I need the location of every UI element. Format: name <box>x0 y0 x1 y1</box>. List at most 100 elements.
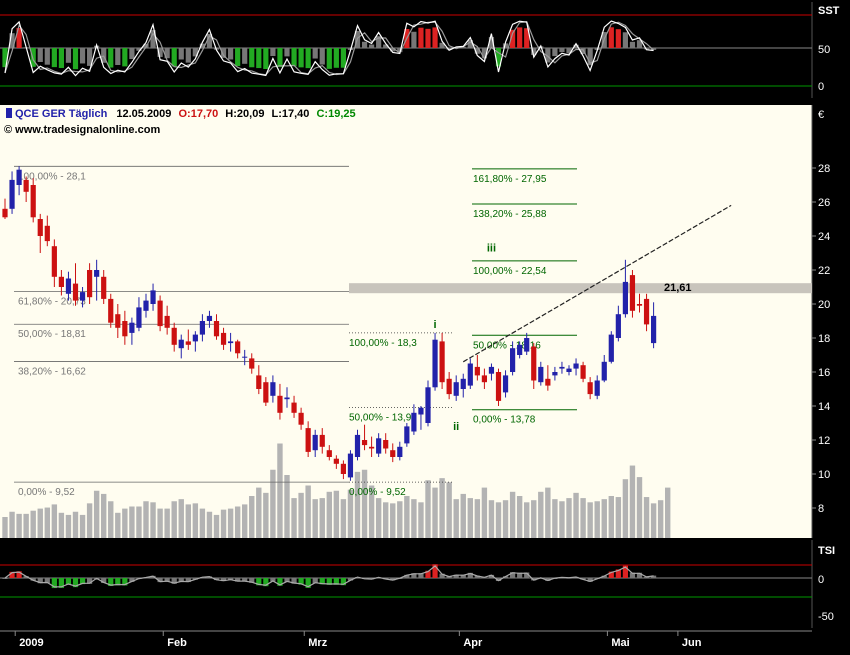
sst-bar <box>249 48 255 68</box>
sst-bar <box>185 48 191 63</box>
symbol-label: QCE GER Täglich <box>15 108 108 120</box>
sst-bar <box>9 33 15 48</box>
sst-bar <box>108 48 114 68</box>
candle-body <box>150 290 156 304</box>
candle-body <box>291 402 297 413</box>
price-tick-label: 8 <box>818 503 824 515</box>
candle-body <box>538 366 544 383</box>
tsi-bar <box>411 573 417 578</box>
candle-body <box>263 382 269 403</box>
price-tick-label: 18 <box>818 333 830 345</box>
tsi-bar <box>87 578 93 584</box>
candle-body <box>171 327 177 345</box>
candle-body <box>432 339 438 388</box>
sst-bar <box>390 48 396 52</box>
candle-body <box>94 270 100 277</box>
volume-bar <box>474 499 481 538</box>
sst-bar <box>65 48 72 63</box>
candle-body <box>390 450 396 457</box>
tsi-bar <box>439 573 445 578</box>
sst-bar <box>333 48 339 68</box>
sst-bar <box>319 48 325 65</box>
volume-bar <box>263 492 269 538</box>
candle-body <box>319 434 325 447</box>
sst-bar <box>305 48 311 69</box>
fib-middle-label: 50,00% - 13,91 <box>349 413 417 424</box>
volume-bar <box>481 487 488 538</box>
volume-bar <box>326 491 332 538</box>
sst-bar <box>446 48 452 50</box>
volume-bar <box>446 482 452 538</box>
sst-bar <box>531 48 537 55</box>
volume-bar <box>249 496 255 538</box>
volume-bar <box>115 512 121 538</box>
volume-bar <box>404 496 410 538</box>
close-label: C:19,25 <box>316 108 356 120</box>
sst-bar <box>481 48 487 59</box>
tsi-bar <box>390 578 396 581</box>
tsi-bar <box>517 572 523 578</box>
tsi-bar <box>467 572 473 578</box>
volume-bar <box>23 513 29 538</box>
tsi-bar <box>108 578 114 587</box>
candle-body <box>411 412 417 432</box>
tsi-bar <box>488 574 495 578</box>
sst-bar <box>651 48 657 50</box>
sst-bar <box>418 27 424 48</box>
volume-bar <box>213 514 220 538</box>
candle-body <box>453 382 459 396</box>
candle-body <box>284 397 290 400</box>
candle-body <box>58 276 64 287</box>
volume-bar <box>44 507 50 538</box>
volume-bar <box>319 498 325 538</box>
volume-bar <box>453 499 459 538</box>
sst-bar <box>573 44 579 48</box>
volume-bar <box>545 487 551 538</box>
sst-bar <box>284 48 290 57</box>
time-tick-label: 2009 <box>19 637 43 649</box>
sst-bar <box>263 48 269 69</box>
price-tick-label: 12 <box>818 435 830 447</box>
sst-bar <box>629 41 636 48</box>
candle-body <box>185 341 191 345</box>
candle-body <box>312 434 318 451</box>
volume-bar <box>594 501 600 538</box>
tsi-bar <box>101 578 107 584</box>
tsi-bar <box>249 578 255 583</box>
sst-bar <box>164 48 170 59</box>
sst-bar <box>171 48 177 67</box>
tsi-bar <box>277 578 283 586</box>
time-tick-label: Mai <box>611 637 629 649</box>
volume-bar <box>242 504 248 538</box>
wave-label: ii <box>453 421 459 433</box>
candle-body <box>79 292 86 301</box>
tsi-bar <box>460 574 466 578</box>
series-color-swatch <box>6 108 12 118</box>
candle-body <box>9 179 15 209</box>
volume-bar <box>559 501 565 538</box>
candle-body <box>256 375 262 389</box>
candle-body <box>404 426 410 444</box>
candle-body <box>129 322 135 333</box>
volume-bar <box>650 503 657 538</box>
sst-bar <box>383 44 389 48</box>
sst-bar <box>524 28 530 48</box>
volume-bar <box>65 514 72 538</box>
fib-right-label: 50,00% - 18,16 <box>473 340 541 351</box>
tsi-bar <box>178 578 184 582</box>
sst-bar <box>340 48 346 68</box>
sst-bar <box>16 27 22 48</box>
volume-bar <box>37 508 43 538</box>
volume-bar <box>629 465 636 538</box>
candle-body <box>622 281 628 315</box>
volume-bar <box>93 490 100 538</box>
volume-bar <box>580 498 586 538</box>
volume-bar <box>361 469 368 538</box>
sst-bar <box>136 48 142 51</box>
sst-bar <box>122 48 128 67</box>
candle-body <box>587 382 593 395</box>
candle-body <box>298 412 304 425</box>
candle-body <box>277 395 283 413</box>
volume-bar <box>368 485 375 538</box>
